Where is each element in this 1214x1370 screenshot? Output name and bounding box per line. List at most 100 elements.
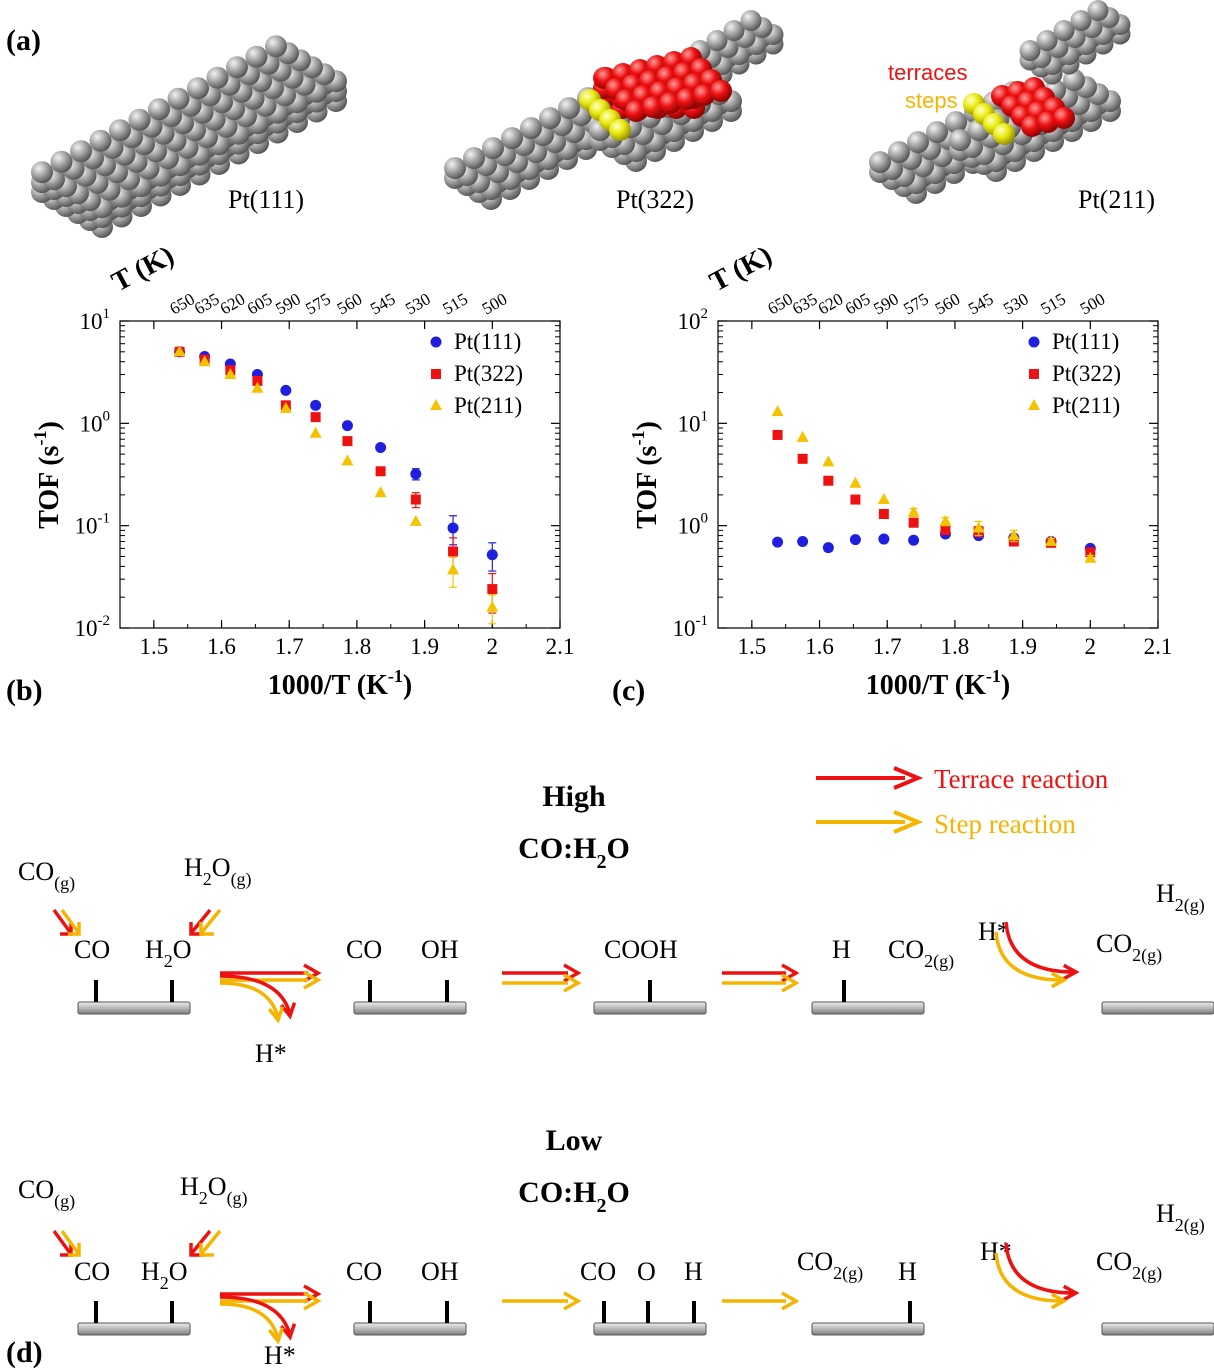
legend-label: Pt(322): [1052, 361, 1121, 386]
atom: [128, 108, 151, 131]
gas-adsorption-arrow: [60, 1229, 80, 1255]
mechanism-high-row: High CO:H2O CO(g) H2O(g) CO H2O H* CO OH…: [18, 780, 1205, 1068]
surface-plate: [353, 1322, 467, 1336]
low-s1-h2o: H2O: [141, 1257, 188, 1293]
point-pt211: [173, 345, 186, 357]
chart-b-y-axis-title: TOF (s-1): [30, 421, 65, 529]
top-tick-label: 515: [439, 289, 471, 318]
surface-plate: [593, 1322, 707, 1336]
step-desorb-curve: [994, 1252, 1063, 1303]
step-desorb-curve: [994, 931, 1063, 982]
point-pt211: [309, 426, 322, 438]
atom: [501, 127, 523, 150]
top-tick-label: 530: [402, 289, 434, 318]
gas-adsorption-arrow: [52, 1229, 72, 1255]
atom: [89, 129, 112, 152]
legend-terrace-label: Terrace reaction: [934, 764, 1109, 794]
point-pt211: [822, 455, 835, 467]
point-pt322: [342, 436, 353, 447]
step-arrow-head: [303, 1291, 322, 1311]
panel-label-a: (a): [6, 24, 41, 57]
mechanism-drawing: [52, 908, 1214, 1345]
atom: [1087, 0, 1109, 22]
gas-adsorption-arrow: [190, 1229, 212, 1255]
low-s3-h: H: [684, 1257, 703, 1286]
low-title-line1: Low: [546, 1124, 603, 1157]
top-tick-label: 545: [965, 289, 997, 318]
point-pt211: [771, 405, 784, 417]
surface-plate: [77, 1322, 191, 1336]
top-tick-label: 530: [1000, 289, 1032, 318]
point-pt322: [252, 375, 263, 386]
point-pt111: [375, 442, 387, 454]
high-s5-hstar: H*: [978, 917, 1010, 946]
atom: [710, 80, 732, 102]
legend-terrace-arrowhead: [893, 766, 924, 790]
point-pt322: [940, 524, 951, 535]
atom: [642, 96, 664, 118]
high-s2-oh: OH: [421, 935, 459, 964]
gas-adsorption-arrow: [200, 908, 222, 934]
x-tick-label: 1.7: [275, 634, 304, 659]
atom: [463, 147, 485, 170]
high-s3-cooh: COOH: [604, 935, 678, 964]
x-tick-label: 1.5: [139, 634, 168, 659]
atom: [1070, 10, 1092, 32]
pt111-structure-label: Pt(111): [228, 185, 304, 214]
pt211-slab-model: [869, 0, 1131, 204]
high-s1-co: CO: [74, 935, 110, 964]
point-pt111: [341, 420, 353, 432]
high-s4-h: H: [832, 935, 851, 964]
point-pt111: [849, 534, 861, 546]
terrace-desorb-curve: [1004, 1242, 1075, 1295]
low-s4-co2: CO2(g): [797, 1247, 863, 1284]
low-gas-h2o: H2O(g): [180, 1172, 248, 1209]
mechanism-low-row: Low CO:H2O CO(g) H2O(g) CO H2O H* CO OH …: [18, 1124, 1205, 1370]
legend-marker-pt322: [1029, 369, 1039, 379]
low-s3-co: CO: [580, 1257, 616, 1286]
high-s6-co2: CO2(g): [1096, 929, 1162, 966]
point-pt322: [908, 517, 919, 528]
x-tick-label: 1.9: [1008, 634, 1037, 659]
low-s1-hstar: H*: [264, 1341, 296, 1370]
point-pt111: [280, 384, 292, 396]
atom: [693, 84, 715, 106]
top-tick-label: 590: [272, 289, 304, 318]
atom: [482, 137, 504, 160]
point-pt211: [1007, 529, 1020, 541]
chart-b-frame: [119, 320, 561, 629]
step-hstar-curve: [219, 981, 280, 1019]
atom: [993, 123, 1015, 145]
terrace-desorb-curve-head: [1062, 963, 1080, 981]
terrace-hstar-curve: [219, 974, 292, 1015]
high-title-line1: High: [542, 780, 606, 813]
point-pt211: [849, 476, 862, 488]
pt211-structure-label: Pt(211): [1078, 185, 1155, 214]
surface-plate: [811, 1322, 925, 1336]
atom: [520, 117, 542, 140]
terrace-arrow-head: [303, 963, 322, 983]
atom: [148, 98, 170, 121]
atom: [187, 77, 209, 100]
steps-annotation: steps: [905, 88, 958, 113]
atom: [949, 129, 971, 152]
high-s1-hstar: H*: [255, 1039, 287, 1068]
step-arrow-head: [781, 973, 800, 993]
point-pt322: [850, 494, 861, 505]
point-pt111: [447, 522, 459, 534]
gas-adsorption-arrowhead: [199, 1243, 214, 1257]
step-hstar-curve: [219, 1302, 280, 1340]
point-pt322: [487, 584, 498, 595]
legend-label: Pt(211): [454, 393, 522, 418]
low-s2-co: CO: [346, 1257, 382, 1286]
legend-marker-pt111: [1028, 336, 1040, 348]
step-hstar-curve-head: [267, 1006, 285, 1024]
point-pt211: [486, 600, 499, 612]
point-pt211: [224, 368, 237, 380]
point-pt322: [878, 509, 889, 520]
x-tick-label: 1.6: [207, 634, 236, 659]
point-pt211: [907, 505, 920, 517]
point-pt111: [310, 399, 322, 411]
